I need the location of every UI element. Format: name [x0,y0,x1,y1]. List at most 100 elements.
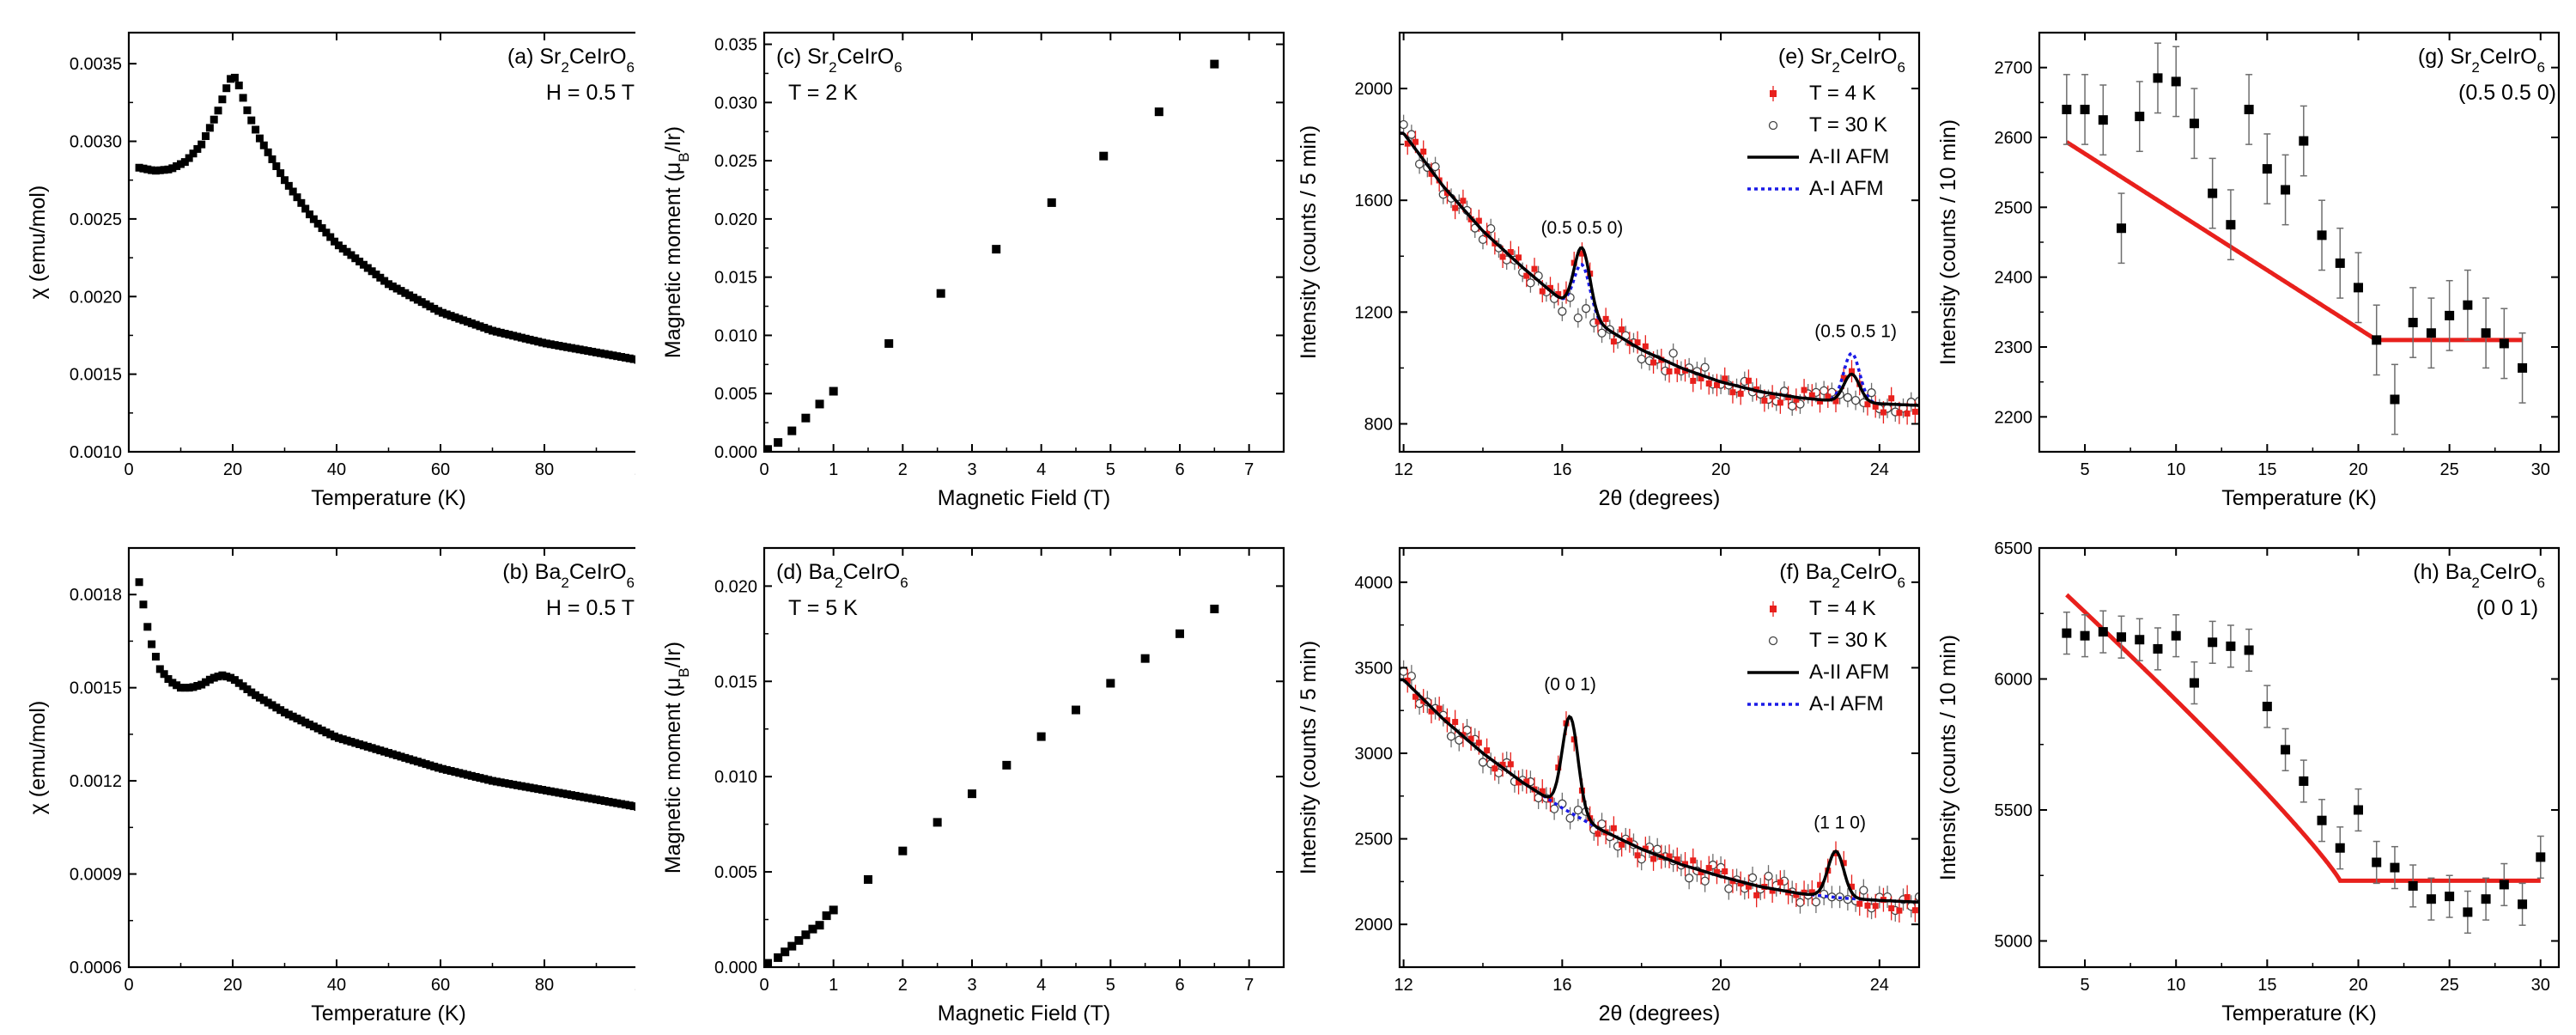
data-point-4K [1499,761,1506,768]
y-tick-label: 0.0025 [70,210,122,229]
data-point [234,679,243,687]
data-point-4K [1531,265,1538,272]
data-point-4K [1832,398,1839,405]
panel-a: 0 20 40 60 80 100 0.0010 0.0015 0.0020 0.0025 0.00… [0,0,663,520]
data-point [392,284,401,293]
data-point [467,319,476,327]
data-point-4K [1896,410,1903,417]
data-point [313,724,322,733]
data-point [555,342,563,350]
data-point-4K [1404,677,1411,684]
plot-area [764,59,1219,452]
data-point-4K [1840,374,1847,381]
data-point [355,257,364,265]
data-point [430,304,439,313]
data-point-30K [1400,119,1408,130]
data-point [309,215,318,223]
x-tick-label: 40 [327,976,346,995]
data-point [526,335,534,344]
data-point [148,166,156,174]
data-point [306,720,314,728]
data-point-4K [1713,868,1720,875]
y-tick-label: 0.020 [714,210,757,229]
data-point-4K [1666,368,1673,374]
data-point [509,780,518,788]
data-point [401,753,410,762]
y-tick-label: 4000 [1355,574,1394,593]
data-point [2536,852,2546,862]
x-tick-label: 100 [634,976,635,995]
data-point-4K [1642,845,1649,852]
data-point [243,106,252,114]
data-point [2262,164,2272,174]
data-point-4K [1650,855,1657,862]
data-point-4K [1825,393,1832,400]
data-point [2390,862,2400,873]
data-point-4K [1880,409,1886,416]
data-point [2353,805,2363,815]
data-point [255,134,264,143]
data-point [397,752,405,761]
y-tick-label: 0.0012 [70,772,122,791]
x-tick-label: 5 [2081,976,2090,995]
data-point-30K [1549,804,1559,813]
data-point [492,777,501,786]
data-point-4K [1610,825,1617,831]
data-point [484,325,493,333]
data-point [239,682,247,691]
data-point [613,352,622,361]
data-point-4K [1619,326,1625,333]
data-point-4K [1832,849,1839,856]
data-point [2098,627,2108,637]
data-point [222,84,231,93]
data-point-4K [1674,368,1680,374]
data-point [513,781,522,789]
data-point-30K [1653,844,1662,854]
data-point [455,314,464,323]
data-point [484,776,493,784]
chart-h: 5 10 15 20 25 30 5000 5500 6000 6500 Temperature (… [1936,539,2561,1026]
data-point [160,670,168,679]
data-point [164,675,173,684]
data-point [480,324,489,332]
data-point [293,193,301,202]
data-point [252,125,260,134]
data-point [1047,198,1056,207]
data-point [2518,362,2528,373]
fit-curve-A-II-AFM [1400,678,1919,904]
data-point [2117,223,2127,234]
panel-f: (0 0 1) (1 1 0) 12 16 20 24 2000 2500 3000 3500 40… [1297,515,1932,1035]
data-point-4K [1840,860,1847,867]
legend-label: T = 30 K [1809,629,1887,652]
y-tick-label: 0.010 [714,768,757,787]
data-point [609,798,617,807]
data-point-4K [1642,343,1649,350]
x-tick-label: 16 [1552,460,1571,479]
condition-label: T = 5 K [788,596,858,620]
data-point-4K [1650,359,1657,366]
data-point-4K [1595,831,1601,837]
data-point [592,348,600,356]
condition-label: T = 2 K [788,81,858,105]
data-point [2281,745,2291,755]
panel-label: (a) Sr2CeIrO6 [507,45,635,76]
data-point [368,267,376,276]
data-point [517,782,526,790]
data-point [326,233,335,241]
data-point-4K [1745,883,1752,890]
y-tick-label: 0.010 [714,326,757,345]
data-point-30K [1446,732,1456,741]
data-point [2208,637,2218,648]
x-tick-label: 0 [759,460,769,479]
data-point [575,345,584,354]
data-point [164,165,173,174]
data-point [1106,679,1115,688]
y-tick-label: 0.0018 [70,586,122,605]
data-point [501,329,509,338]
data-point-30K [1850,395,1861,405]
data-point [489,326,496,335]
data-point-4K [1499,253,1506,260]
y-tick-label: 0.000 [714,959,757,977]
data-point-4K [1475,217,1482,224]
data-point [197,140,206,149]
